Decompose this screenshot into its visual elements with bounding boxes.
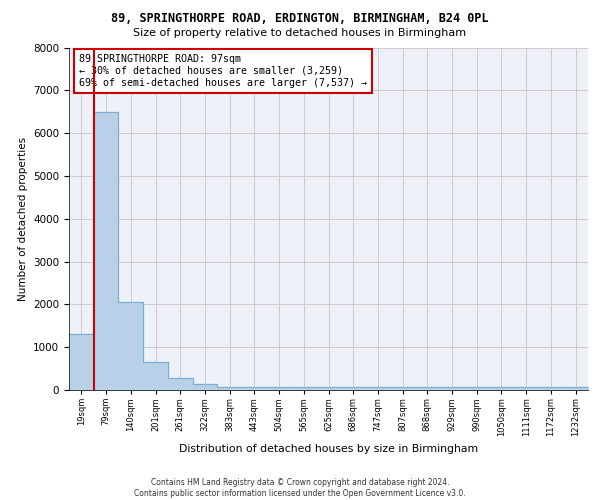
Text: Size of property relative to detached houses in Birmingham: Size of property relative to detached ho…: [133, 28, 467, 38]
X-axis label: Distribution of detached houses by size in Birmingham: Distribution of detached houses by size …: [179, 444, 478, 454]
Text: Contains HM Land Registry data © Crown copyright and database right 2024.
Contai: Contains HM Land Registry data © Crown c…: [134, 478, 466, 498]
Text: 89, SPRINGTHORPE ROAD, ERDINGTON, BIRMINGHAM, B24 0PL: 89, SPRINGTHORPE ROAD, ERDINGTON, BIRMIN…: [111, 12, 489, 26]
Y-axis label: Number of detached properties: Number of detached properties: [17, 136, 28, 301]
Text: 89 SPRINGTHORPE ROAD: 97sqm
← 30% of detached houses are smaller (3,259)
69% of : 89 SPRINGTHORPE ROAD: 97sqm ← 30% of det…: [79, 54, 367, 88]
